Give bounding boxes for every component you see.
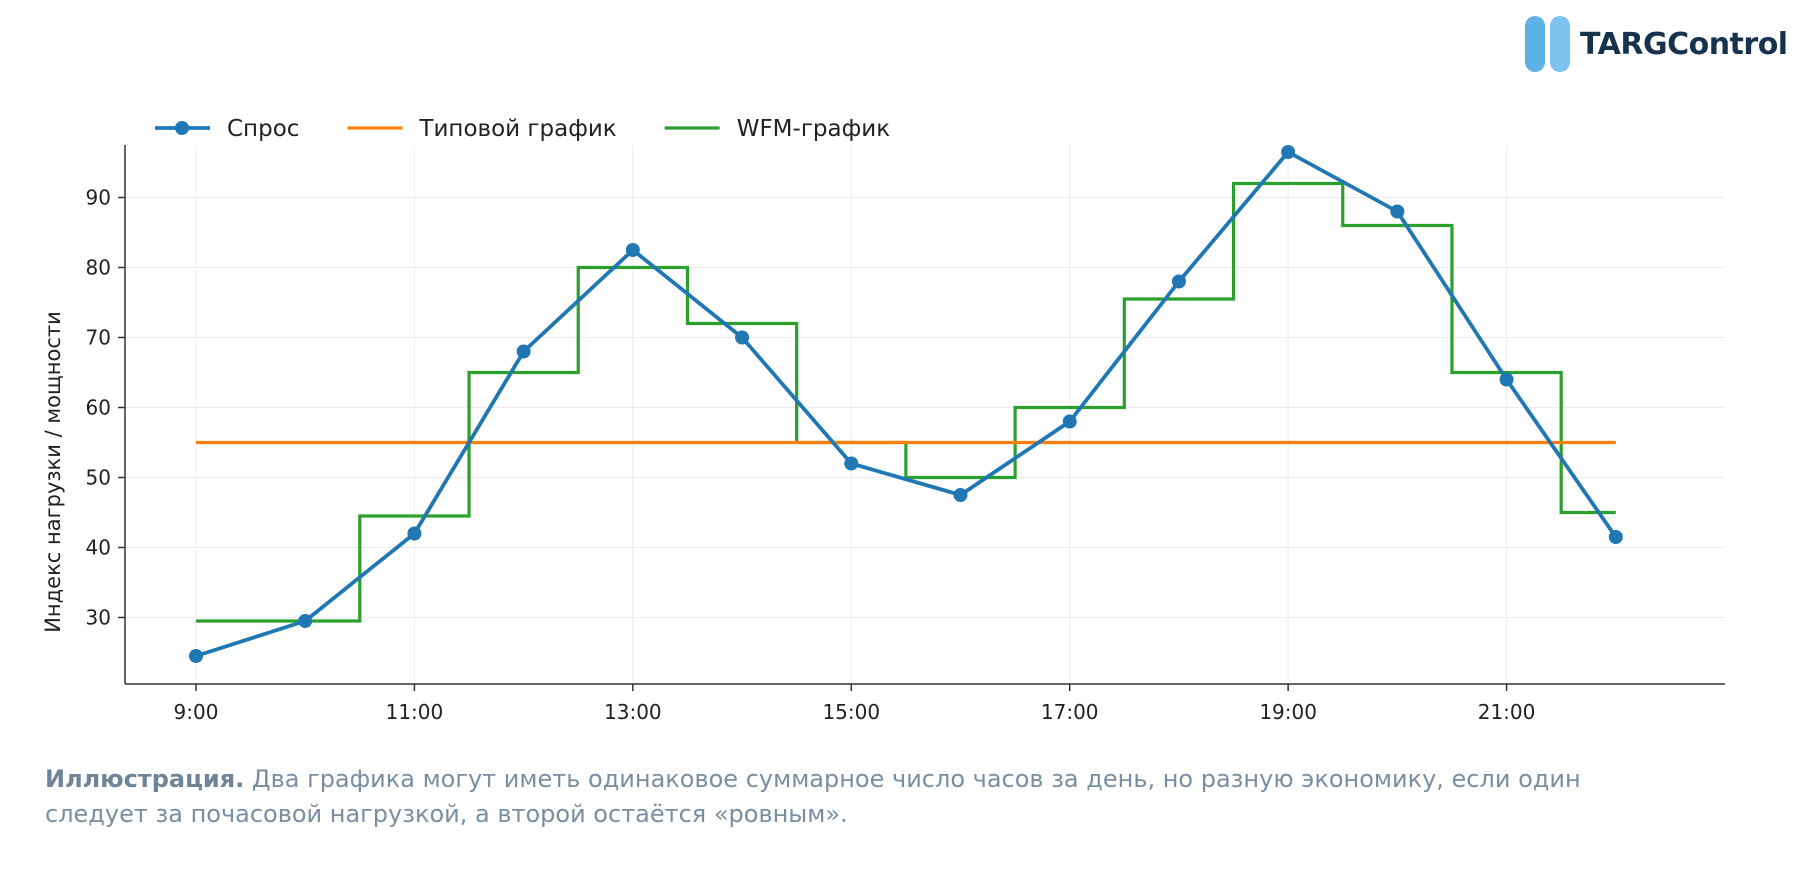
chart-axes: [124, 145, 1725, 685]
brand-logo: TARGControl: [1525, 16, 1788, 72]
x-tick-label: 15:00: [822, 700, 880, 724]
demand-chart: 9:00 11:00 13:00 15:00 17:00 19:00 21:00 30 40 5…: [41, 116, 1725, 724]
demand-point: [407, 526, 422, 541]
x-tick-label: 9:00: [174, 700, 219, 724]
x-tick-label: 17:00: [1041, 700, 1099, 724]
y-tick-label: 50: [86, 466, 111, 490]
y-axis-label: Индекс нагрузки / мощности: [41, 311, 65, 633]
demand-point: [1499, 372, 1514, 387]
x-tick-label: 13:00: [604, 700, 662, 724]
series-demand-line: [195, 150, 1618, 658]
demand-point: [298, 614, 313, 628]
chart-legend: Спрос Типовой график WFM-график: [155, 116, 890, 142]
chart-grid: [125, 145, 1725, 684]
demand-point: [188, 649, 203, 663]
demand-point: [625, 243, 640, 257]
demand-point: [953, 488, 968, 502]
x-tick-label: 19:00: [1259, 700, 1317, 724]
y-axis-ticks: 30 40 50 60 70 80 90: [86, 186, 125, 630]
legend-marker: [175, 121, 189, 135]
chart-series: [188, 145, 1623, 663]
figure-caption: Иллюстрация. Два графика могут иметь оди…: [45, 762, 1665, 832]
legend-label: Типовой график: [418, 116, 616, 142]
demand-point: [1608, 530, 1623, 544]
demand-point: [844, 456, 859, 471]
y-tick-label: 60: [86, 396, 111, 420]
demand-point: [1281, 145, 1296, 159]
x-tick-label: 21:00: [1478, 700, 1536, 724]
y-tick-label: 30: [86, 606, 111, 630]
caption-text: Два графика могут иметь одинаковое сумма…: [45, 765, 1581, 828]
y-tick-label: 70: [86, 326, 111, 350]
series-wfm-step-line: [195, 181, 1616, 623]
logo-text: TARGControl: [1580, 26, 1788, 62]
demand-point: [1062, 414, 1077, 429]
caption-lead: Иллюстрация.: [45, 765, 245, 793]
y-tick-label: 40: [86, 536, 111, 560]
legend-label: WFM-график: [737, 116, 891, 142]
legend-label: Спрос: [227, 116, 299, 142]
x-tick-label: 11:00: [386, 700, 444, 724]
demand-point: [735, 330, 750, 345]
logo-mark-icon: [1525, 16, 1570, 72]
demand-point: [1171, 274, 1186, 289]
demand-point: [516, 344, 531, 359]
demand-point: [1390, 204, 1405, 219]
y-tick-label: 80: [86, 256, 111, 280]
y-tick-label: 90: [86, 186, 111, 210]
x-axis-ticks: 9:00 11:00 13:00 15:00 17:00 19:00 21:00: [174, 684, 1536, 724]
